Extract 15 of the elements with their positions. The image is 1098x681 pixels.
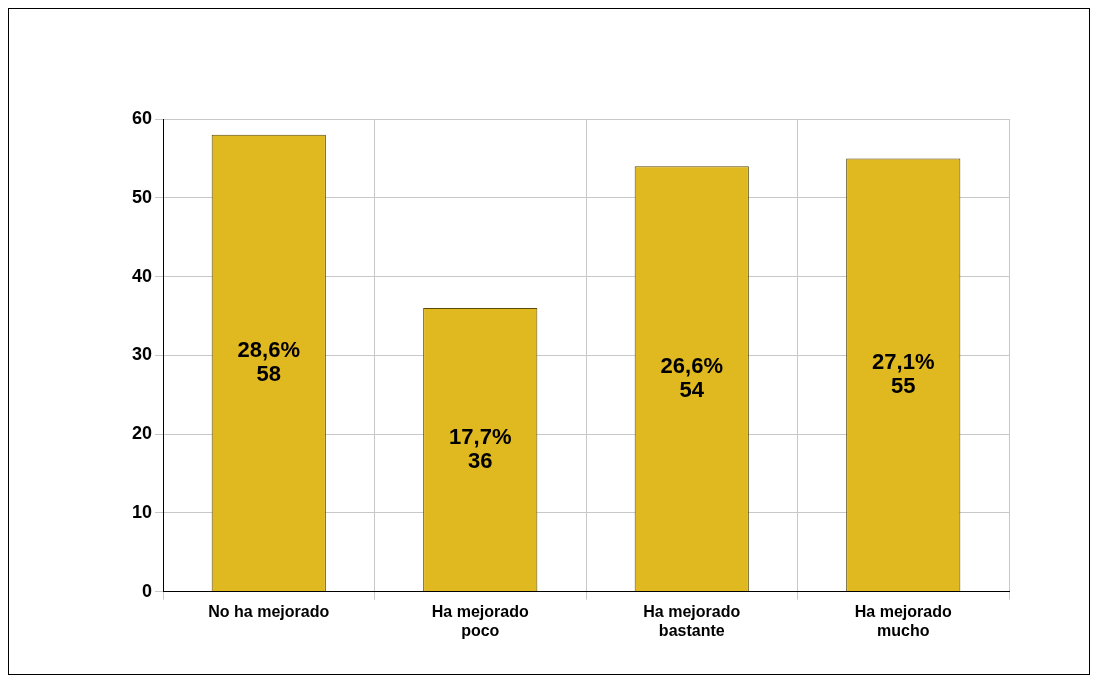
- data-label: 27,1% 55: [872, 348, 935, 398]
- data-label: 17,7% 36: [449, 423, 512, 473]
- y-tick-label: 40: [131, 265, 153, 286]
- y-tick-label: 10: [131, 501, 153, 522]
- y-tick-label: 50: [131, 186, 153, 207]
- x-tick-label: No ha mejorado: [208, 602, 330, 620]
- data-label: 26,6% 54: [660, 352, 723, 402]
- y-tick-label: 0: [142, 580, 153, 601]
- x-tick-label: Ha mejorado poco: [431, 602, 529, 639]
- y-tick-label: 20: [131, 423, 153, 444]
- data-label: 28,6% 58: [237, 336, 300, 386]
- x-tick-label: Ha mejorado bastante: [643, 602, 741, 639]
- y-tick-label: 30: [131, 344, 153, 365]
- y-tick-label: 60: [131, 107, 153, 128]
- x-tick-label: Ha mejorado mucho: [854, 602, 952, 639]
